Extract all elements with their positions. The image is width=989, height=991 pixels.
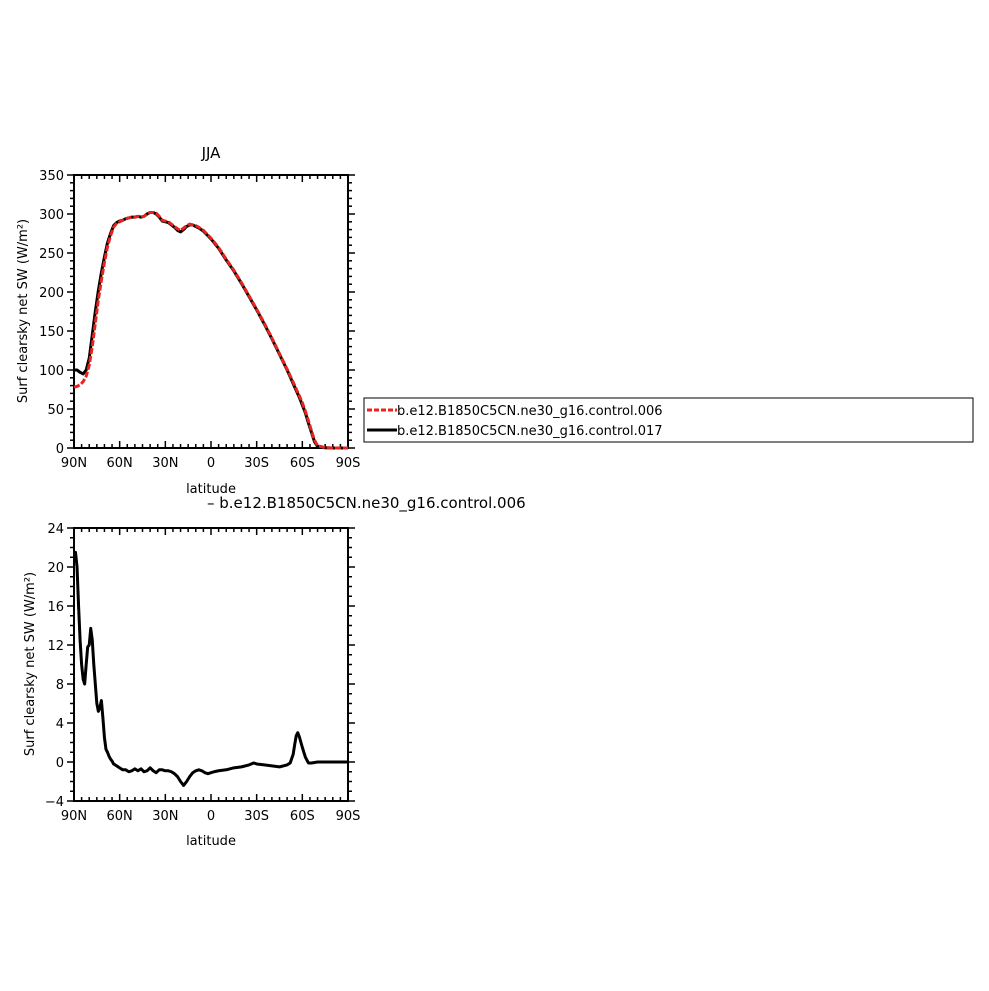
bottom-x-tick-label: 0 [207, 809, 215, 824]
top-x-tick-label: 60N [107, 456, 133, 471]
top-axes: 90N 60N 30N 0 30S 60S 90S 0 50 100 150 200 250 300 350 [39, 169, 360, 471]
top-x-tick-label: 90N [61, 456, 87, 471]
bottom-y-tick-label: 12 [47, 639, 64, 654]
bottom-panel: – b.e12.B1850C5CN.ne30_g16.control.006 9… [23, 494, 526, 849]
legend-label-006: b.e12.B1850C5CN.ne30_g16.control.006 [397, 404, 663, 419]
bottom-x-tick-label: 90N [61, 809, 87, 824]
bottom-y-tick-label: 20 [47, 561, 64, 576]
bottom-x-tick-label: 30S [244, 809, 269, 824]
legend-label-017: b.e12.B1850C5CN.ne30_g16.control.017 [397, 424, 663, 439]
top-series-line-1 [73, 210, 348, 450]
top-y-tick-label: 150 [39, 325, 64, 340]
top-y-tick-label: 0 [56, 442, 64, 457]
bottom-chart-title: – b.e12.B1850C5CN.ne30_g16.control.006 [207, 494, 526, 513]
top-x-tick-label: 0 [207, 456, 215, 471]
bottom-x-tick-label: 90S [336, 809, 361, 824]
top-y-tick-label: 200 [39, 286, 64, 301]
bottom-y-tick-label: 0 [56, 756, 64, 771]
bottom-x-tick-label: 30N [152, 809, 178, 824]
bottom-y-tick-label: 24 [47, 522, 64, 537]
top-x-tick-label: 30S [244, 456, 269, 471]
top-chart-title: JJA [201, 144, 222, 162]
top-x-axis-label: latitude [186, 482, 236, 497]
top-x-tick-label: 60S [290, 456, 315, 471]
top-plot-frame [73, 174, 349, 449]
legend: b.e12.B1850C5CN.ne30_g16.control.006 b.e… [363, 397, 974, 443]
bottom-y-tick-label: 16 [47, 600, 64, 615]
top-x-tick-label: 30N [152, 456, 178, 471]
bottom-x-axis-label: latitude [186, 834, 236, 849]
bottom-axes: 90N 60N 30N 0 30S 60S 90S −4 0 4 8 12 16 20 24 [45, 522, 361, 824]
bottom-series-line-1 [74, 550, 348, 787]
top-y-tick-label: 300 [39, 208, 64, 223]
top-y-axis-label: Surf clearsky net SW (W/m²) [16, 219, 31, 403]
bottom-x-tick-label: 60N [107, 809, 133, 824]
top-series-lines [73, 210, 348, 450]
bottom-series-lines [74, 550, 348, 787]
top-panel: JJA 90N 60N 30N 0 30S 60S 90S 0 50 100 150 200 250 30… [16, 144, 360, 497]
top-y-tick-label: 350 [39, 169, 64, 184]
bottom-y-axis-label: Surf clearsky net SW (W/m²) [23, 572, 38, 756]
top-y-tick-label: 100 [39, 364, 64, 379]
top-y-tick-label: 250 [39, 247, 64, 262]
bottom-y-tick-label: 4 [56, 717, 64, 732]
top-y-tick-label: 50 [47, 403, 64, 418]
bottom-x-tick-label: 60S [290, 809, 315, 824]
legend-box [363, 397, 974, 443]
bottom-y-tick-label: 8 [56, 678, 64, 693]
bottom-y-tick-label: −4 [45, 795, 64, 810]
top-x-tick-label: 90S [336, 456, 361, 471]
